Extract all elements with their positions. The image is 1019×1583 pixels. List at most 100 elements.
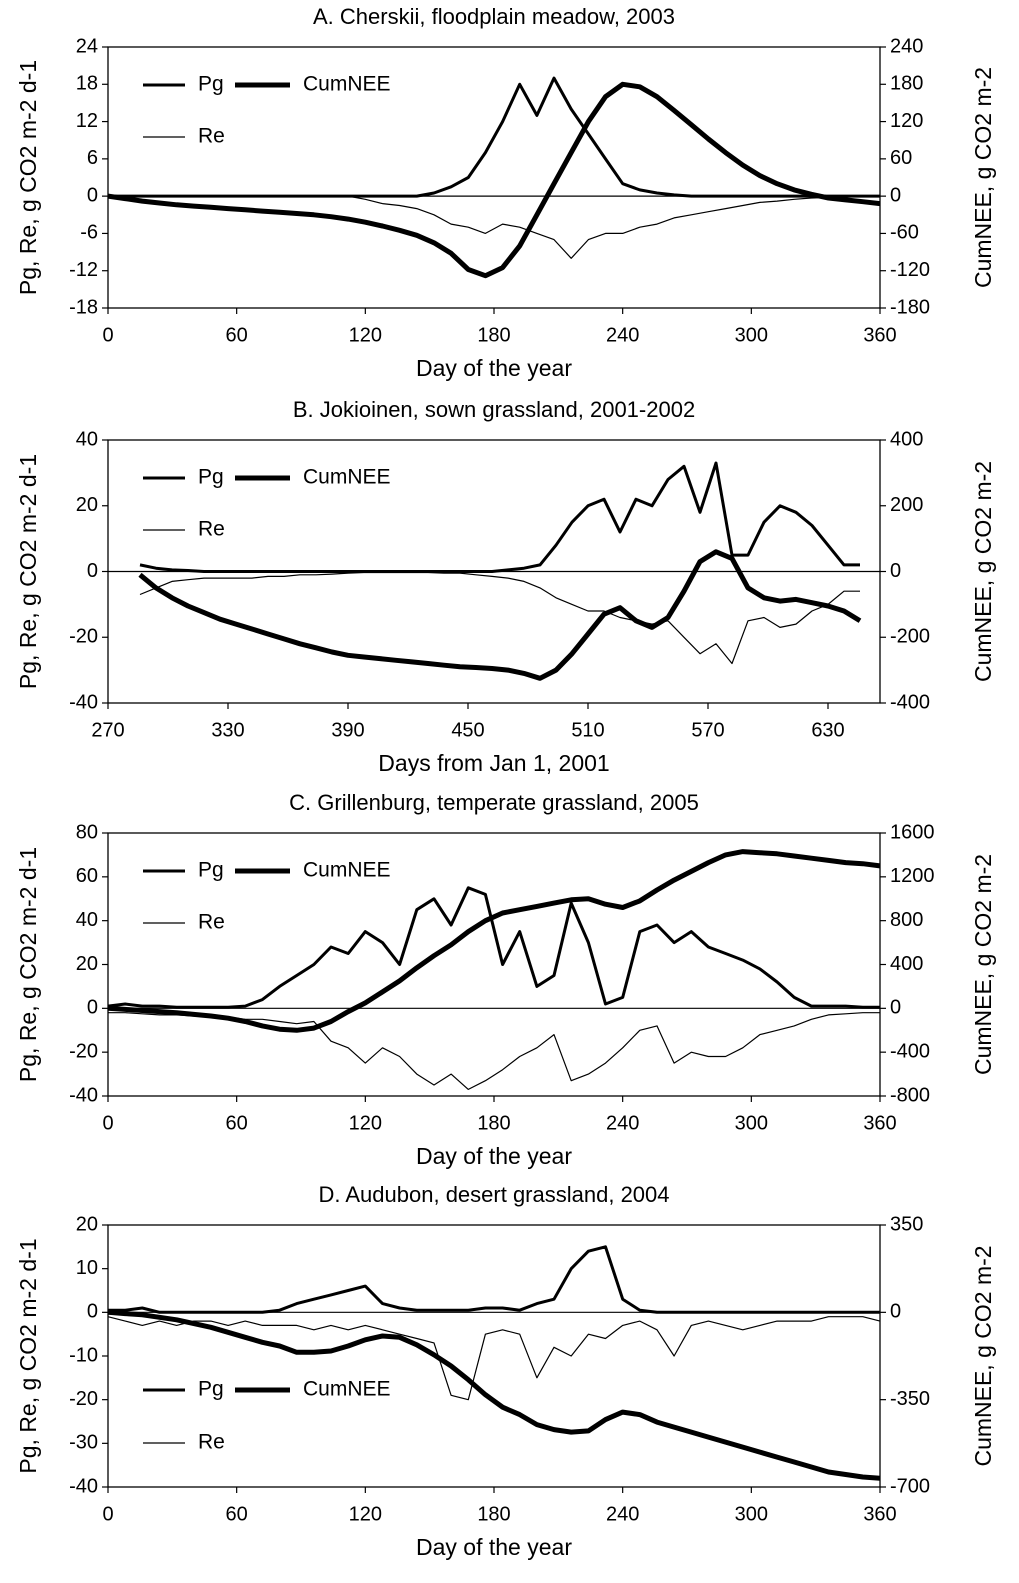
y2-tick-label: 200 [890,494,923,516]
x-tick-label: 270 [91,719,124,741]
chart-title: C. Grillenburg, temperate grassland, 200… [289,790,699,815]
y2-tick-label: 800 [890,909,923,931]
y-axis-label: Pg, Re, g CO2 m-2 d-1 [15,60,41,295]
y2-tick-label: 0 [890,997,901,1019]
x-tick-label: 360 [863,1503,896,1525]
y2-tick-label: 0 [890,560,901,582]
x-tick-label: 240 [606,1112,639,1134]
x-axis-label: Day of the year [416,1143,572,1169]
legend-label: Pg [198,466,224,489]
series-line [107,1316,881,1401]
x-tick-label: 120 [349,324,382,346]
legend-label: CumNEE [303,1378,391,1401]
legend-label: CumNEE [303,859,391,882]
legend-label: Pg [198,859,224,882]
series-line [107,1309,881,1481]
legend-label: Pg [198,1378,224,1401]
y-axis-label: Pg, Re, g CO2 m-2 d-1 [15,847,41,1082]
y2-tick-label: -400 [890,691,930,713]
series-line [139,571,860,665]
y-tick-label: 20 [76,494,98,516]
series-line [108,1245,880,1314]
chart-title: B. Jokioinen, sown grassland, 2001-2002 [293,397,695,422]
chart-title: A. Cherskii, floodplain meadow, 2003 [313,4,675,29]
legend-label: CumNEE [303,73,391,96]
x-tick-label: 180 [477,1112,510,1134]
y2-tick-label: 1200 [890,865,935,887]
legend-label: CumNEE [303,466,391,489]
y-tick-label: -30 [69,1432,98,1454]
x-axis-label: Day of the year [416,1534,572,1560]
x-tick-label: 360 [863,324,896,346]
y-tick-label: 24 [76,35,98,57]
plot-frame [107,439,881,704]
x-tick-label: 240 [606,1503,639,1525]
legend-label: Re [198,518,225,541]
series-line [139,461,860,573]
x-tick-label: 120 [349,1112,382,1134]
plot-frame [107,46,881,309]
y-tick-label: 0 [87,997,98,1019]
y2-tick-label: -700 [890,1475,930,1497]
panel: A. Cherskii, floodplain meadow, 2003 0 60 1… [15,4,996,381]
x-tick-label: 570 [691,719,724,741]
legend-label: Re [198,1431,225,1454]
y2-tick-label: -800 [890,1084,930,1106]
x-tick-label: 60 [226,1112,248,1134]
x-tick-label: 120 [349,1503,382,1525]
x-tick-label: 390 [331,719,364,741]
y2-tick-label: 240 [890,35,923,57]
x-tick-label: 0 [102,1503,113,1525]
x-tick-label: 180 [477,324,510,346]
y-axis-label: Pg, Re, g CO2 m-2 d-1 [15,1238,41,1473]
y-tick-label: -40 [69,691,98,713]
y-tick-label: 20 [76,953,98,975]
y-tick-label: -40 [69,1475,98,1497]
y2-tick-label: -350 [890,1388,930,1410]
y-tick-label: -20 [69,1040,98,1062]
x-tick-label: 450 [451,719,484,741]
x-axis-label: Days from Jan 1, 2001 [378,750,609,776]
y2-tick-label: 120 [890,110,923,132]
x-tick-label: 510 [571,719,604,741]
y-tick-label: 20 [76,1213,98,1235]
y2-tick-label: -60 [890,222,919,244]
panel: B. Jokioinen, sown grassland, 2001-2002 2… [15,397,996,776]
y-tick-label: 18 [76,73,98,95]
y-tick-label: 0 [87,560,98,582]
y-tick-label: -18 [69,296,98,318]
y2-axis-label: CumNEE, g CO2 m-2 [970,1245,996,1466]
y-tick-label: 10 [76,1257,98,1279]
y-tick-label: -20 [69,1388,98,1410]
y-tick-label: -10 [69,1344,98,1366]
y2-tick-label: -120 [890,259,930,281]
y2-axis-label: CumNEE, g CO2 m-2 [970,67,996,288]
x-tick-label: 630 [811,719,844,741]
series-line [108,1012,880,1090]
y-tick-label: -20 [69,626,98,648]
x-tick-label: 300 [735,1112,768,1134]
y-tick-label: 80 [76,821,98,843]
y2-tick-label: 0 [890,1301,901,1323]
y-tick-label: 40 [76,428,98,450]
x-axis-label: Day of the year [416,355,572,381]
legend-label: Re [198,125,225,148]
y-tick-label: -12 [69,259,98,281]
y2-tick-label: 1600 [890,821,935,843]
x-tick-label: 300 [735,324,768,346]
y2-tick-label: 0 [890,184,901,206]
y2-tick-label: 400 [890,953,923,975]
x-tick-label: 60 [226,324,248,346]
series-line [138,549,862,681]
y-tick-label: 60 [76,865,98,887]
y2-tick-label: 350 [890,1213,923,1235]
series-line [107,849,881,1033]
y2-tick-label: 400 [890,428,923,450]
y2-tick-label: -200 [890,626,930,648]
y-tick-label: -40 [69,1084,98,1106]
x-tick-label: 240 [606,324,639,346]
x-tick-label: 0 [102,1112,113,1134]
y2-tick-label: -400 [890,1040,930,1062]
